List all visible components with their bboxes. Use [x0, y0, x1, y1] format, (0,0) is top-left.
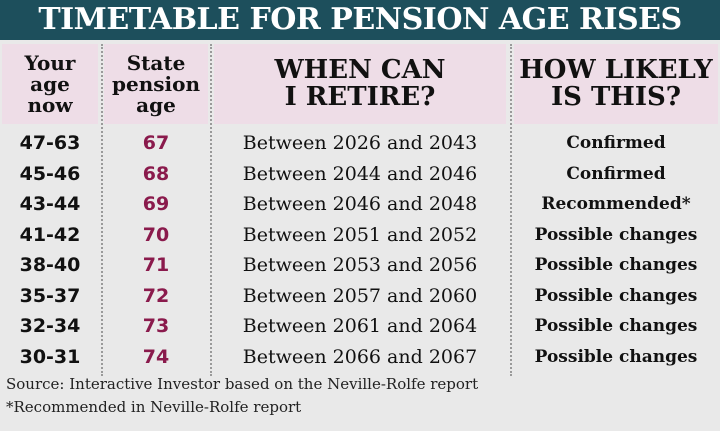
separator — [210, 44, 212, 376]
separator — [510, 44, 512, 376]
pension-age: 70 — [142, 223, 170, 246]
header-line: HOW LIKELY — [519, 54, 713, 85]
column-header: WHEN CAN I RETIRE? — [214, 44, 506, 124]
likelihood: Possible changes — [534, 285, 698, 306]
pension-age: 71 — [142, 254, 170, 276]
pension-age: 74 — [142, 345, 170, 368]
pension-age: 68 — [142, 162, 170, 185]
likelihood: Possible changes — [534, 255, 698, 275]
title: TIMETABLE FOR PENSION AGE RISES — [0, 0, 720, 40]
header-line: age — [30, 71, 70, 96]
source-note: Source: Interactive Investor based on th… — [6, 375, 479, 393]
column-header: State pension age — [104, 44, 208, 124]
age-range: 38-40 — [19, 254, 81, 276]
age-range: 30-31 — [19, 345, 81, 368]
pension-age: 72 — [142, 284, 170, 307]
likelihood: Recommended* — [541, 194, 691, 214]
likelihood: Possible changes — [534, 224, 698, 245]
likelihood: Possible changes — [534, 346, 698, 367]
column-header: HOW LIKELY IS THIS? — [514, 44, 718, 124]
header-line: I RETIRE? — [284, 82, 436, 112]
header-line: IS THIS? — [550, 82, 682, 112]
age-range: 35-37 — [19, 284, 81, 307]
header-line: now — [27, 92, 73, 117]
retirement-window: Between 2051 and 2052 — [242, 223, 478, 246]
likelihood: Possible changes — [534, 316, 698, 336]
footnote: *Recommended in Neville-Rolfe report — [6, 398, 302, 416]
age-range: 32-34 — [19, 315, 81, 337]
header-line: pension — [112, 71, 200, 96]
age-range: 47-63 — [19, 132, 81, 154]
header-line: age — [136, 92, 176, 117]
age-range: 45-46 — [19, 162, 81, 185]
header-line: State — [126, 50, 186, 75]
retirement-window: Between 2057 and 2060 — [242, 284, 478, 307]
likelihood: Confirmed — [566, 133, 666, 153]
retirement-window: Between 2066 and 2067 — [242, 345, 478, 368]
pension-age: 67 — [142, 132, 170, 154]
pension-age: 69 — [142, 193, 170, 215]
separator — [101, 44, 103, 376]
column-header: Your age now — [2, 44, 98, 124]
age-range: 43-44 — [19, 193, 81, 215]
retirement-window: Between 2053 and 2056 — [242, 254, 478, 276]
retirement-window: Between 2061 and 2064 — [242, 315, 478, 337]
likelihood: Confirmed — [566, 163, 666, 184]
retirement-window: Between 2044 and 2046 — [242, 162, 478, 185]
pension-age: 73 — [142, 315, 170, 337]
header-line: WHEN CAN — [274, 54, 446, 85]
header-line: Your — [24, 50, 76, 75]
age-range: 41-42 — [19, 223, 81, 246]
retirement-window: Between 2046 and 2048 — [242, 193, 478, 215]
retirement-window: Between 2026 and 2043 — [242, 132, 478, 154]
